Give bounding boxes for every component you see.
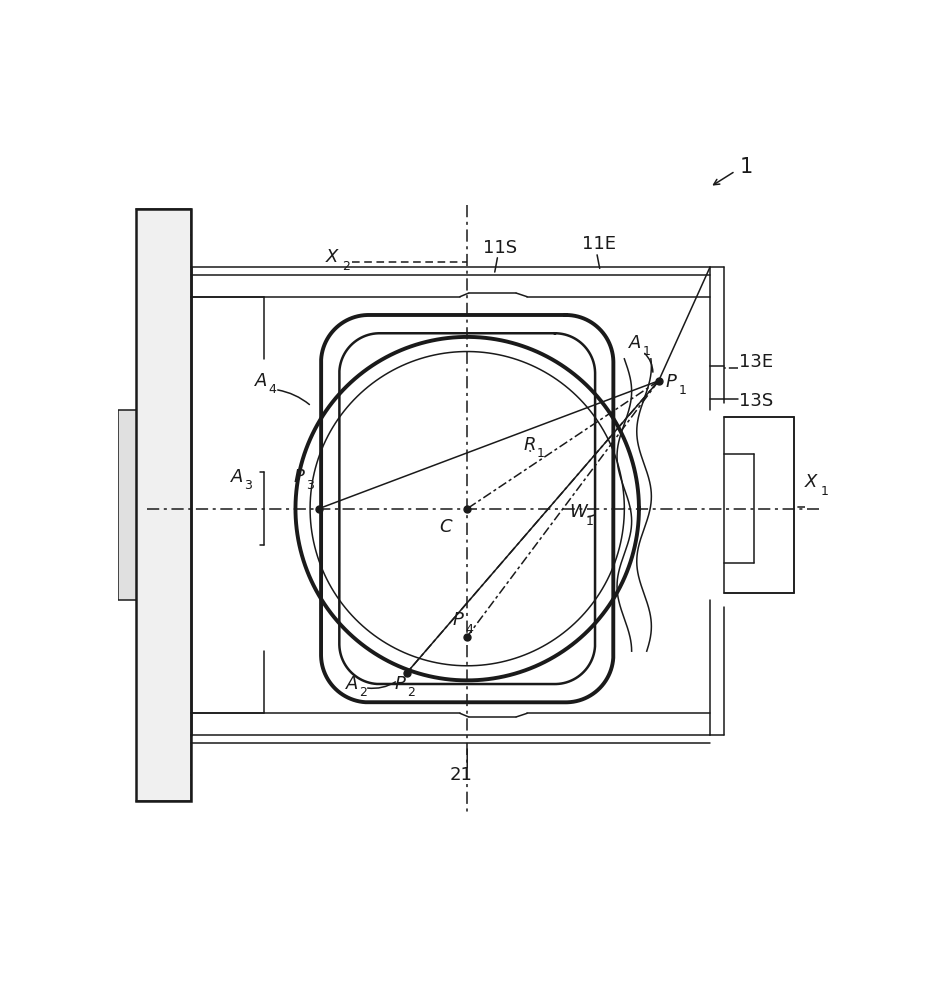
Text: P: P — [293, 468, 305, 486]
Text: 1: 1 — [537, 447, 544, 460]
Text: P: P — [394, 675, 405, 693]
Text: 11S: 11S — [484, 239, 518, 257]
Text: 3: 3 — [244, 479, 252, 492]
Text: A: A — [346, 675, 358, 693]
Text: X: X — [326, 248, 339, 266]
Text: 13E: 13E — [739, 353, 773, 371]
Text: 2: 2 — [359, 686, 367, 699]
Text: W: W — [570, 503, 587, 521]
Text: 2: 2 — [407, 686, 415, 699]
Text: 2: 2 — [342, 260, 350, 273]
Text: P: P — [453, 611, 463, 629]
Text: P: P — [666, 373, 677, 391]
Text: A: A — [630, 334, 642, 352]
Text: 4: 4 — [269, 383, 276, 396]
Text: A: A — [231, 468, 243, 486]
Text: 13S: 13S — [739, 392, 773, 410]
Bar — [118, 410, 136, 600]
Text: 1: 1 — [821, 485, 829, 498]
Text: 1: 1 — [740, 157, 753, 177]
Bar — [724, 417, 794, 593]
Text: 4: 4 — [466, 623, 473, 636]
Text: C: C — [439, 518, 452, 536]
Text: R: R — [523, 436, 536, 454]
Text: X: X — [805, 473, 818, 491]
Text: A: A — [256, 372, 268, 390]
Bar — [136, 209, 191, 801]
Text: 1: 1 — [586, 515, 593, 528]
Text: 1: 1 — [642, 345, 651, 358]
Text: 1: 1 — [679, 384, 687, 397]
Text: 11E: 11E — [582, 235, 616, 253]
Text: 21: 21 — [450, 766, 472, 784]
Text: 3: 3 — [306, 479, 314, 492]
